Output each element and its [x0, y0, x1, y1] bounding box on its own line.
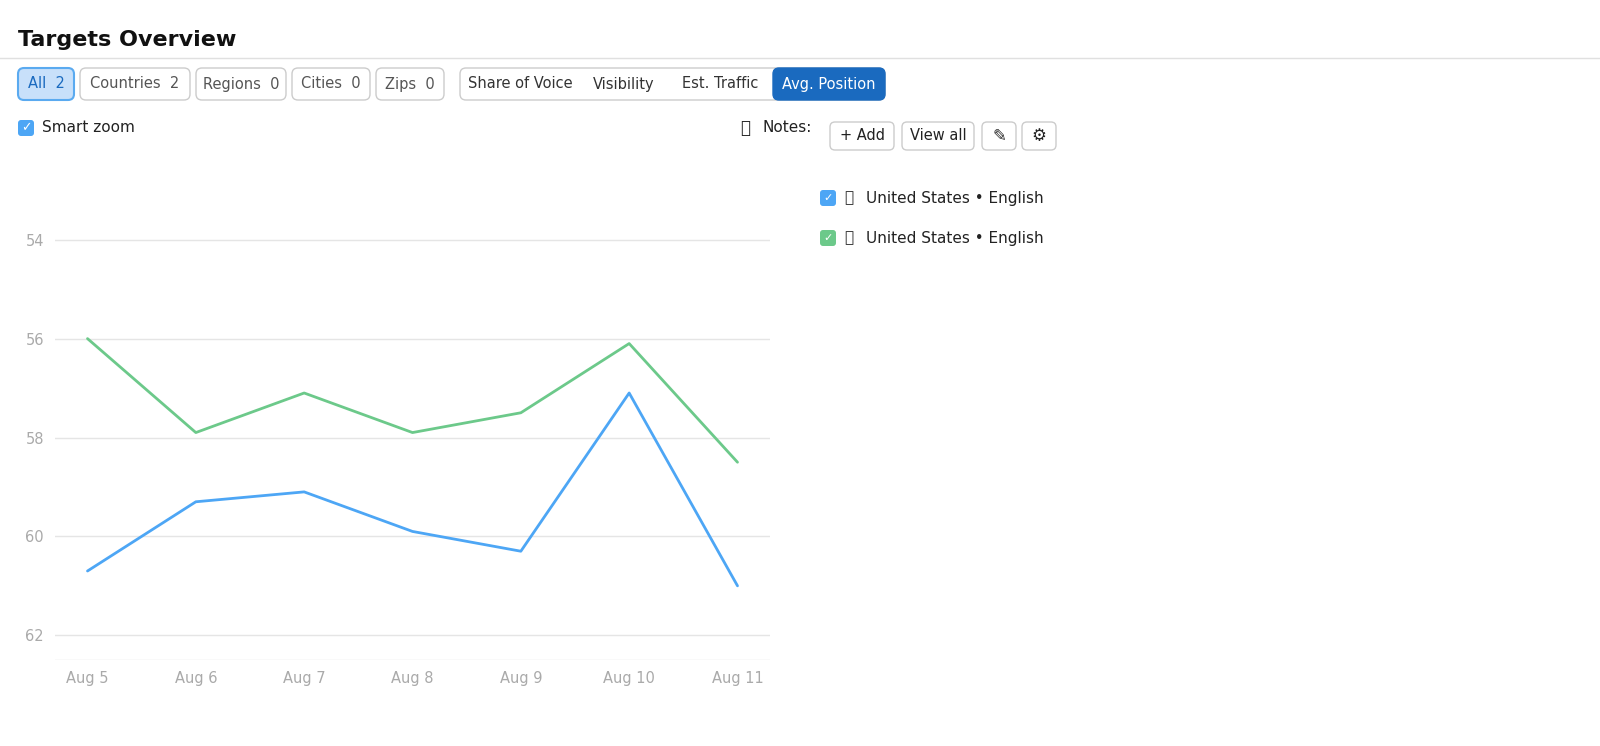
Text: ✓: ✓ [21, 122, 32, 134]
Text: Est. Traffic: Est. Traffic [682, 77, 758, 92]
Text: United States • English: United States • English [866, 190, 1043, 205]
Text: Targets Overview: Targets Overview [18, 30, 237, 50]
Text: 📱: 📱 [845, 190, 853, 205]
Text: + Add: + Add [840, 128, 885, 143]
Text: United States • English: United States • English [866, 231, 1043, 245]
Text: Cities  0: Cities 0 [301, 77, 362, 92]
Text: All  2: All 2 [27, 77, 64, 92]
FancyBboxPatch shape [80, 68, 190, 100]
FancyBboxPatch shape [773, 68, 885, 100]
Text: 🗨: 🗨 [739, 119, 750, 137]
Text: ✎: ✎ [992, 127, 1006, 145]
Text: ✓: ✓ [824, 233, 832, 243]
Text: Avg. Position: Avg. Position [782, 77, 875, 92]
Text: Regions  0: Regions 0 [203, 77, 280, 92]
Text: Share of Voice: Share of Voice [467, 77, 573, 92]
FancyBboxPatch shape [819, 230, 835, 246]
Text: Countries  2: Countries 2 [90, 77, 179, 92]
FancyBboxPatch shape [195, 68, 286, 100]
Text: Smart zoom: Smart zoom [42, 121, 134, 136]
FancyBboxPatch shape [830, 122, 894, 150]
FancyBboxPatch shape [902, 122, 974, 150]
Text: ⚙: ⚙ [1032, 127, 1046, 145]
Text: Notes:: Notes: [762, 121, 811, 136]
FancyBboxPatch shape [18, 120, 34, 136]
Text: View all: View all [910, 128, 966, 143]
Text: 🖥: 🖥 [845, 231, 853, 245]
FancyBboxPatch shape [376, 68, 445, 100]
FancyBboxPatch shape [819, 190, 835, 206]
FancyBboxPatch shape [1022, 122, 1056, 150]
Text: ✓: ✓ [824, 193, 832, 203]
Text: Zips  0: Zips 0 [386, 77, 435, 92]
FancyBboxPatch shape [18, 68, 74, 100]
FancyBboxPatch shape [461, 68, 885, 100]
FancyBboxPatch shape [982, 122, 1016, 150]
FancyBboxPatch shape [291, 68, 370, 100]
Text: Visibility: Visibility [594, 77, 654, 92]
